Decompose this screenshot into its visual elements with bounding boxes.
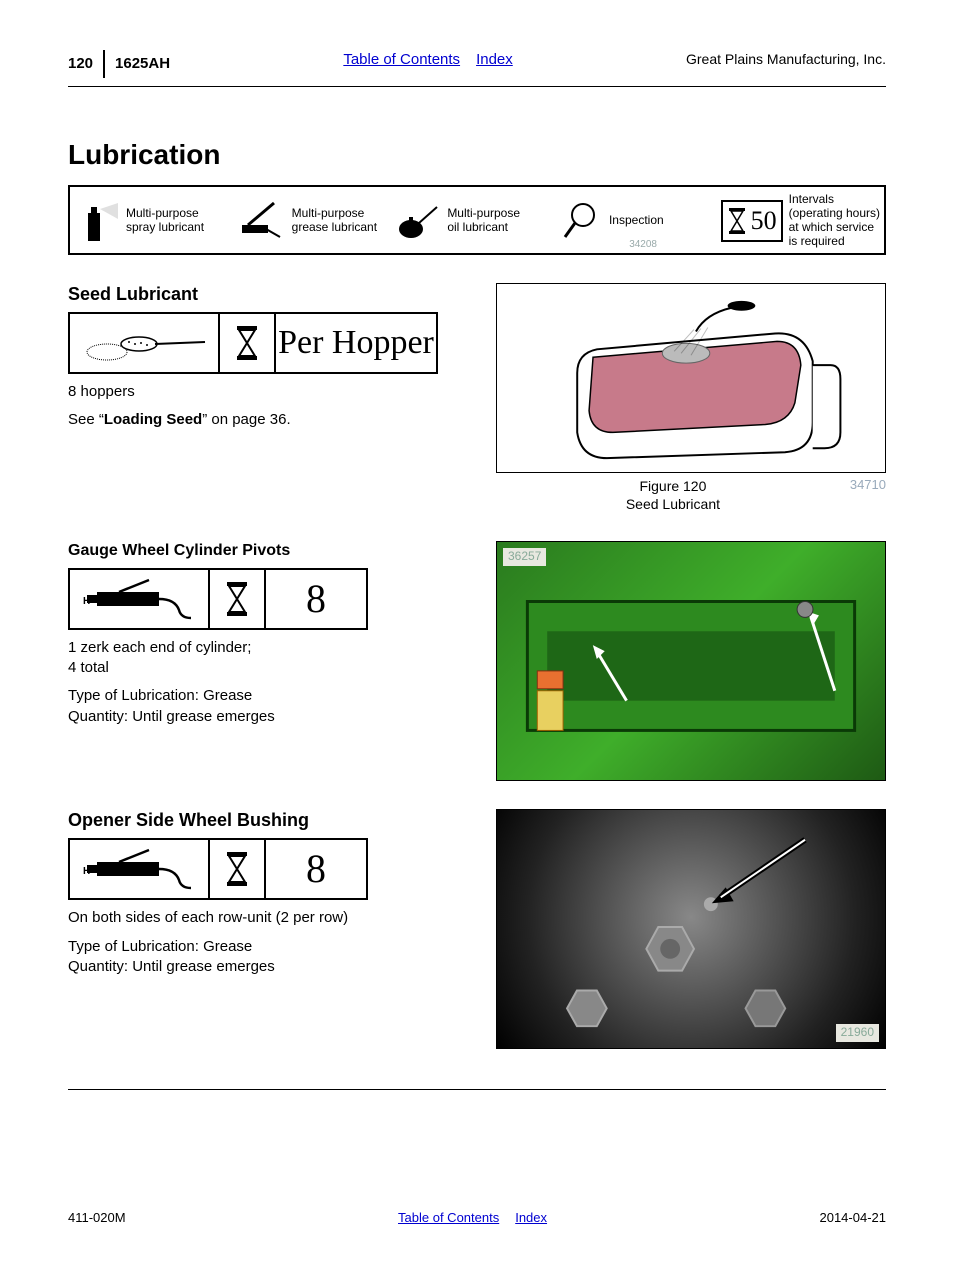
seed-reference: See “Loading Seed” on page 36. bbox=[68, 410, 468, 430]
page-header: 120 1625AH Table of Contents Index Great… bbox=[68, 50, 886, 78]
figure-number: Figure 120 bbox=[496, 477, 850, 495]
interval-text: Intervals (operating hours) at which ser… bbox=[789, 193, 880, 248]
legend-interval: 50 Intervals (operating hours) at which … bbox=[721, 193, 880, 248]
footer-rule bbox=[68, 1089, 886, 1090]
gauge-wheel-section: Gauge Wheel Cylinder Pivots H 8 bbox=[68, 541, 886, 781]
opener-line1: On both sides of each row-unit (2 per ro… bbox=[68, 908, 468, 928]
page-footer: 411-020M Table of Contents Index 2014-04… bbox=[68, 1210, 886, 1227]
gauge-wheel-indicator: H 8 bbox=[68, 568, 368, 630]
seed-lubricant-left: Seed Lubricant Per Hopper 8 bbox=[68, 283, 468, 513]
magnifier-icon bbox=[559, 199, 603, 243]
toc-link[interactable]: Table of Contents bbox=[343, 50, 460, 70]
legend-oil-label: Multi-purpose oil lubricant bbox=[447, 207, 520, 235]
page-number: 120 bbox=[68, 50, 105, 78]
gauge-line1: 1 zerk each end of cylinder; 4 total bbox=[68, 638, 468, 679]
legend-code: 34208 bbox=[629, 238, 657, 251]
grease-gun-icon: H bbox=[79, 846, 199, 892]
index-link[interactable]: Index bbox=[476, 50, 513, 70]
seed-hoppers-count: 8 hoppers bbox=[68, 382, 468, 402]
hourglass-icon bbox=[224, 579, 250, 619]
gauge-photo-box: 36257 bbox=[496, 541, 886, 781]
bushing-overlay bbox=[497, 810, 885, 1048]
spoon-icon-cell bbox=[70, 314, 220, 372]
grease-gun-cell: H bbox=[70, 840, 210, 898]
grease-gun-icon bbox=[236, 199, 286, 243]
hourglass-cell bbox=[210, 840, 266, 898]
figure-caption: Figure 120 Seed Lubricant bbox=[496, 477, 850, 513]
ref-bold: Loading Seed bbox=[104, 411, 202, 428]
header-nav: Table of Contents Index bbox=[343, 50, 512, 70]
footer-toc-link[interactable]: Table of Contents bbox=[398, 1210, 499, 1227]
company-name: Great Plains Manufacturing, Inc. bbox=[686, 50, 886, 68]
section-title: Lubrication bbox=[68, 137, 886, 173]
hourglass-cell bbox=[210, 570, 266, 628]
header-rule bbox=[68, 86, 886, 87]
footer-index-link[interactable]: Index bbox=[515, 1210, 547, 1227]
footer-date: 2014-04-21 bbox=[819, 1210, 886, 1227]
opener-photo-box: 21960 bbox=[496, 809, 886, 1049]
seed-lubricant-figure: Figure 120 Seed Lubricant 34710 bbox=[496, 283, 886, 513]
opener-photo-code: 21960 bbox=[836, 1024, 879, 1042]
header-left: 120 1625AH bbox=[68, 50, 170, 78]
hourglass-icon bbox=[727, 206, 747, 236]
figure-caption-row: Figure 120 Seed Lubricant 34710 bbox=[496, 477, 886, 513]
interval-value-cell: 8 bbox=[266, 570, 366, 628]
interval-label-cell: Per Hopper bbox=[276, 314, 436, 372]
opener-indicator: H 8 bbox=[68, 838, 368, 900]
bw-bushing-photo bbox=[497, 810, 885, 1048]
gauge-wheel-heading: Gauge Wheel Cylinder Pivots bbox=[68, 541, 468, 562]
grease-gun-icon: H bbox=[79, 576, 199, 622]
seed-lubricant-heading: Seed Lubricant bbox=[68, 283, 468, 306]
legend-grease-label: Multi-purpose grease lubricant bbox=[292, 207, 377, 235]
opener-section: Opener Side Wheel Bushing H 8 bbox=[68, 809, 886, 1049]
figure-code: 34710 bbox=[850, 477, 886, 494]
gauge-line2: Type of Lubrication: Grease Quantity: Un… bbox=[68, 686, 468, 727]
legend-inspection: Inspection bbox=[559, 199, 717, 243]
machine-overlay bbox=[497, 542, 885, 780]
svg-text:H: H bbox=[83, 596, 90, 607]
model-number: 1625AH bbox=[105, 50, 170, 78]
legend-spray: Multi-purpose spray lubricant bbox=[74, 199, 232, 243]
legend-inspection-label: Inspection bbox=[609, 214, 664, 228]
legend-spray-label: Multi-purpose spray lubricant bbox=[126, 207, 204, 235]
figure-120-box bbox=[496, 283, 886, 473]
seed-lubricant-section: Seed Lubricant Per Hopper 8 bbox=[68, 283, 886, 513]
legend-oil: Multi-purpose oil lubricant bbox=[397, 199, 555, 243]
green-machine-photo bbox=[497, 542, 885, 780]
ref-post: ” on page 36. bbox=[202, 411, 290, 428]
hourglass-cell bbox=[220, 314, 276, 372]
footer-nav: Table of Contents Index bbox=[398, 1210, 547, 1227]
spoon-powder-icon bbox=[79, 320, 209, 366]
interval-value: 50 bbox=[751, 204, 777, 238]
hourglass-icon bbox=[234, 323, 260, 363]
gauge-wheel-left: Gauge Wheel Cylinder Pivots H 8 bbox=[68, 541, 468, 781]
oil-can-icon bbox=[397, 199, 441, 243]
spray-can-icon bbox=[74, 199, 120, 243]
gauge-wheel-photo: 36257 bbox=[496, 541, 886, 781]
opener-heading: Opener Side Wheel Bushing bbox=[68, 809, 468, 832]
hopper-illustration bbox=[497, 284, 885, 472]
doc-number: 411-020M bbox=[68, 1210, 126, 1227]
legend-grease: Multi-purpose grease lubricant bbox=[236, 199, 394, 243]
gauge-photo-code: 36257 bbox=[503, 548, 546, 566]
legend-box: Multi-purpose spray lubricant Multi-purp… bbox=[68, 185, 886, 254]
figure-title: Seed Lubricant bbox=[496, 495, 850, 513]
grease-gun-cell: H bbox=[70, 570, 210, 628]
interval-box: 50 bbox=[721, 200, 783, 242]
seed-lubricant-indicator: Per Hopper bbox=[68, 312, 438, 374]
opener-left: Opener Side Wheel Bushing H 8 bbox=[68, 809, 468, 1049]
interval-value-cell: 8 bbox=[266, 840, 366, 898]
ref-pre: See “ bbox=[68, 411, 104, 428]
hourglass-icon bbox=[224, 849, 250, 889]
svg-text:H: H bbox=[83, 866, 90, 877]
opener-photo: 21960 bbox=[496, 809, 886, 1049]
opener-line2: Type of Lubrication: Grease Quantity: Un… bbox=[68, 937, 468, 978]
